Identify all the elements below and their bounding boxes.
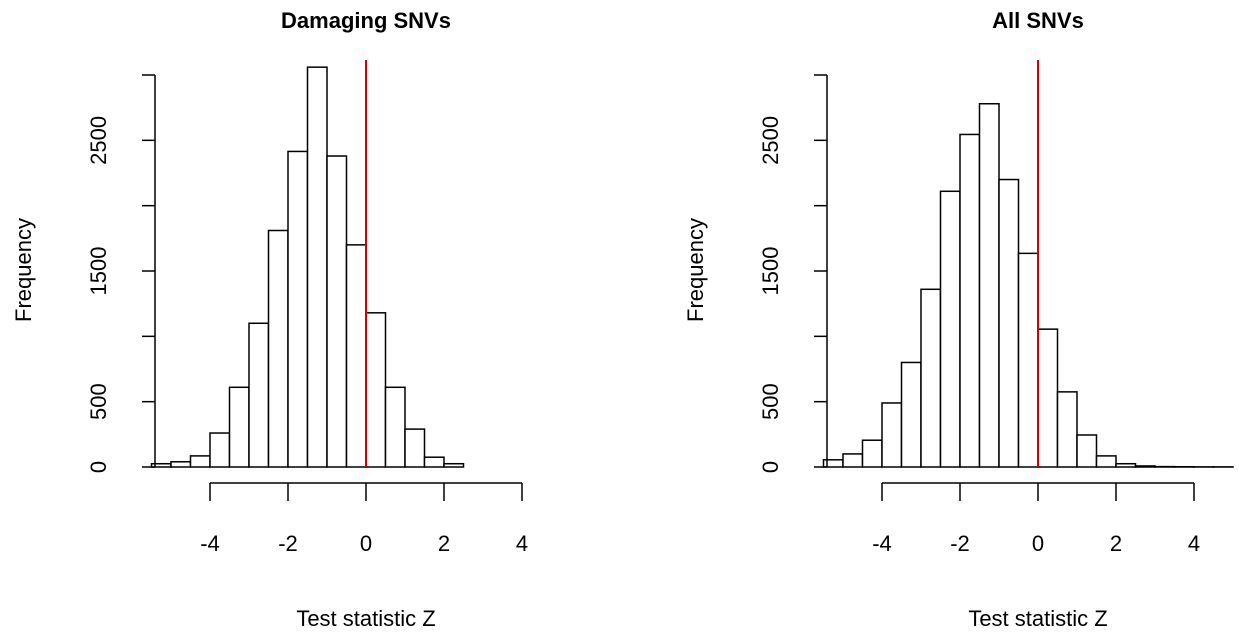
bar (861, 439, 883, 468)
bar (1017, 252, 1039, 468)
x-tick-label: 4 (1188, 531, 1200, 556)
bar (228, 386, 250, 468)
bar (1115, 462, 1137, 468)
bar (978, 102, 1000, 468)
y-tick-label: 2500 (86, 116, 111, 165)
bar (998, 178, 1020, 468)
bar (920, 288, 942, 468)
bar (384, 386, 406, 468)
x-tick-label: 2 (438, 531, 450, 556)
bar (842, 453, 864, 468)
bar (881, 402, 903, 468)
y-tick-label: 1500 (86, 247, 111, 296)
chart-title: All SNVs (992, 8, 1084, 33)
x-axis-label: Test statistic Z (968, 606, 1107, 631)
bar (404, 428, 426, 468)
bar (248, 322, 270, 468)
bar (287, 150, 309, 468)
bar (900, 361, 922, 468)
x-tick-label: 0 (1032, 531, 1044, 556)
bar (189, 455, 211, 468)
x-tick-label: 0 (360, 531, 372, 556)
y-tick-label: 2500 (758, 116, 783, 165)
y-axis-label: Frequency (683, 218, 708, 322)
bar (443, 462, 465, 468)
bar (267, 229, 289, 468)
bar (1037, 328, 1059, 468)
y-tick-label: 0 (758, 461, 783, 473)
chart-title: Damaging SNVs (281, 8, 451, 33)
bar (306, 66, 328, 468)
y-tick-label: 0 (86, 461, 111, 473)
y-tick-label: 1500 (758, 247, 783, 296)
y-axis-label: Frequency (11, 218, 36, 322)
bar (959, 133, 981, 468)
x-tick-label: 4 (516, 531, 528, 556)
bar (170, 461, 192, 468)
bar (1076, 434, 1098, 468)
bar (326, 155, 348, 468)
y-tick-label: 500 (758, 383, 783, 420)
bar (345, 244, 367, 468)
bar (939, 190, 961, 468)
bar (365, 312, 387, 468)
bar (209, 432, 231, 468)
x-tick-label: -4 (200, 531, 220, 556)
y-tick-label: 500 (86, 383, 111, 420)
bar (1134, 465, 1156, 468)
x-tick-label: 2 (1110, 531, 1122, 556)
x-tick-label: -2 (278, 531, 298, 556)
bar (423, 456, 445, 468)
bar (1095, 455, 1117, 468)
x-axis-label: Test statistic Z (296, 606, 435, 631)
x-tick-label: -4 (872, 531, 892, 556)
bar (1056, 391, 1078, 468)
x-tick-label: -2 (950, 531, 970, 556)
